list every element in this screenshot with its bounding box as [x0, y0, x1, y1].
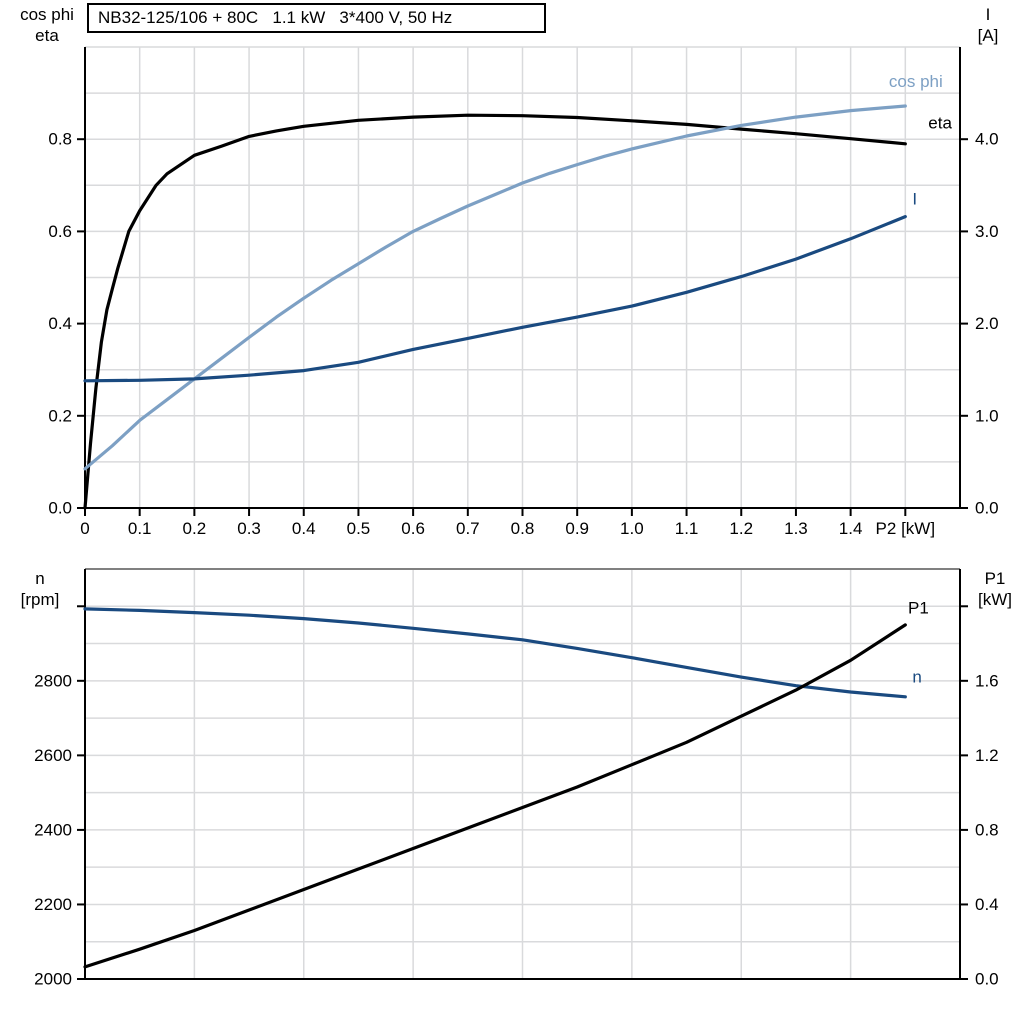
- axis-header-eta: eta: [35, 26, 59, 45]
- bottom-right-axis-header: P1 [kW]: [966, 568, 1024, 610]
- right-tick-label: 4.0: [975, 130, 999, 149]
- right-tick-label: 0.8: [975, 820, 999, 839]
- left-tick-label: 0.2: [48, 406, 72, 425]
- right-tick-label: 1.0: [975, 406, 999, 425]
- x-tick-label: 0: [80, 519, 89, 538]
- axis-header-speed-unit: [rpm]: [20, 590, 60, 609]
- x-tick-label: 0.2: [183, 519, 207, 538]
- axis-header-current: I: [985, 5, 991, 24]
- chart-title-box: NB32-125/106 + 80C 1.1 kW 3*400 V, 50 Hz: [87, 3, 546, 33]
- curve-label-n: n: [912, 668, 921, 687]
- x-tick-label: 1.3: [784, 519, 808, 538]
- curve-label-cos-phi: cos phi: [889, 72, 943, 91]
- x-tick-label: 0.1: [128, 519, 152, 538]
- axis-header-speed: n: [35, 569, 45, 588]
- x-tick-label: 0.6: [401, 519, 425, 538]
- curve-P1: [83, 623, 907, 969]
- right-tick-label: 1.6: [975, 671, 999, 690]
- x-tick-label: 0.4: [292, 519, 316, 538]
- right-tick-label: 0.4: [975, 895, 999, 914]
- curve-cos-phi: [83, 104, 907, 471]
- curve-label-P1: P1: [908, 599, 929, 618]
- x-tick-label: 0.7: [456, 519, 480, 538]
- left-tick-label: 0.4: [48, 314, 72, 333]
- x-tick-label: 0.5: [347, 519, 371, 538]
- chart-title: NB32-125/106 + 80C 1.1 kW 3*400 V, 50 Hz: [98, 8, 453, 27]
- left-tick-label: 0.8: [48, 130, 72, 149]
- bottom-left-axis-header: n [rpm]: [2, 568, 78, 610]
- left-tick-label: 2600: [34, 746, 72, 765]
- x-axis-title: P2 [kW]: [876, 519, 936, 538]
- axis-header-p1-unit: [kW]: [978, 590, 1012, 609]
- left-tick-label: 0.6: [48, 222, 72, 241]
- right-tick-label: 1.2: [975, 746, 999, 765]
- axis-header-cos-phi: cos phi: [20, 5, 74, 24]
- x-tick-label: 1.4: [839, 519, 863, 538]
- right-tick-label: 2.0: [975, 314, 999, 333]
- left-tick-label: 2000: [34, 970, 72, 989]
- right-tick-label: 3.0: [975, 222, 999, 241]
- left-tick-label: 0.0: [48, 499, 72, 518]
- top-left-axis-header: cos phi eta: [9, 4, 85, 46]
- x-tick-label: 0.8: [511, 519, 535, 538]
- axis-header-current-unit: [A]: [977, 26, 999, 45]
- x-tick-label: 0.9: [565, 519, 589, 538]
- curve-I: [83, 215, 907, 383]
- curve-label-eta: eta: [928, 114, 952, 133]
- curve-n: [83, 607, 907, 699]
- axis-header-p1: P1: [984, 569, 1006, 588]
- right-tick-label: 0.0: [975, 499, 999, 518]
- curve-label-I: I: [912, 190, 917, 209]
- right-tick-label: 0.0: [975, 970, 999, 989]
- curve-eta: [83, 113, 907, 510]
- left-tick-label: 2800: [34, 671, 72, 690]
- x-tick-label: 0.3: [237, 519, 261, 538]
- x-tick-label: 1.1: [675, 519, 699, 538]
- left-tick-label: 2200: [34, 895, 72, 914]
- left-tick-label: 2400: [34, 820, 72, 839]
- x-tick-label: 1.0: [620, 519, 644, 538]
- top-right-axis-header: I [A]: [962, 4, 1014, 46]
- x-tick-label: 1.2: [729, 519, 753, 538]
